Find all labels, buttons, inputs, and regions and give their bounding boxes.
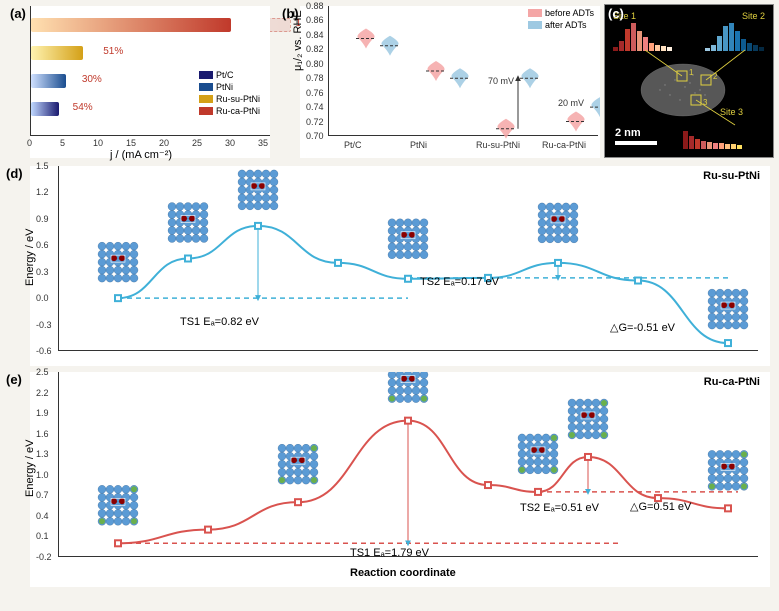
annotation: TS2 Eₐ=0.51 eV xyxy=(520,502,599,514)
svg-text:2: 2 xyxy=(713,72,718,81)
panel-e-label: (e) xyxy=(6,372,22,387)
panel-c: Site 1 Site 2 Site 3 1 2 3 2 nm xyxy=(604,4,774,158)
bar-Pt/C xyxy=(31,102,59,116)
panel-a-xlabel: j / (mA cm⁻²) xyxy=(110,148,172,161)
bar-label-PtNi: 30% xyxy=(82,74,102,85)
panel-c-label: (c) xyxy=(608,6,624,21)
panel-a: 18%51%30%54% 05101520253035 j / (mA cm⁻²… xyxy=(30,6,270,158)
bar-Ru-su-PtNi xyxy=(31,46,83,60)
panel-b: μ₁/₂ vs. RHE 0.700.720.740.760.780.800.8… xyxy=(300,6,600,158)
scale-bar xyxy=(615,141,657,145)
panel-a-legend: Pt/CPtNiRu-su-PtNiRu-ca-PtNi xyxy=(199,70,260,118)
svg-text:1: 1 xyxy=(689,68,694,77)
panel-d-label: (d) xyxy=(6,166,23,181)
annotation: TS1 Eₐ=1.79 eV xyxy=(350,547,429,559)
bar-label-Pt/C: 54% xyxy=(73,102,93,113)
annotation: △G=0.51 eV xyxy=(630,500,691,513)
panel-e: Energy / eV Reaction coordinate Ru-ca-Pt… xyxy=(30,372,770,587)
bar-PtNi xyxy=(31,74,66,88)
annotation: △G=-0.51 eV xyxy=(610,321,675,334)
panel-d: Energy / eV Ru-su-PtNi -0.6-0.30.00.30.6… xyxy=(30,166,770,366)
bar-label-Ru-su-PtNi: 51% xyxy=(103,46,123,57)
bar-Ru-ca-PtNi xyxy=(31,18,231,32)
panel-a-label: (a) xyxy=(10,6,26,21)
scale-text: 2 nm xyxy=(615,127,641,139)
annotation: TS1 Eₐ=0.82 eV xyxy=(180,316,259,328)
annotation: TS2 Eₐ=0.17 eV xyxy=(420,276,499,288)
panel-b-legend: before ADTsafter ADTs xyxy=(528,8,594,32)
